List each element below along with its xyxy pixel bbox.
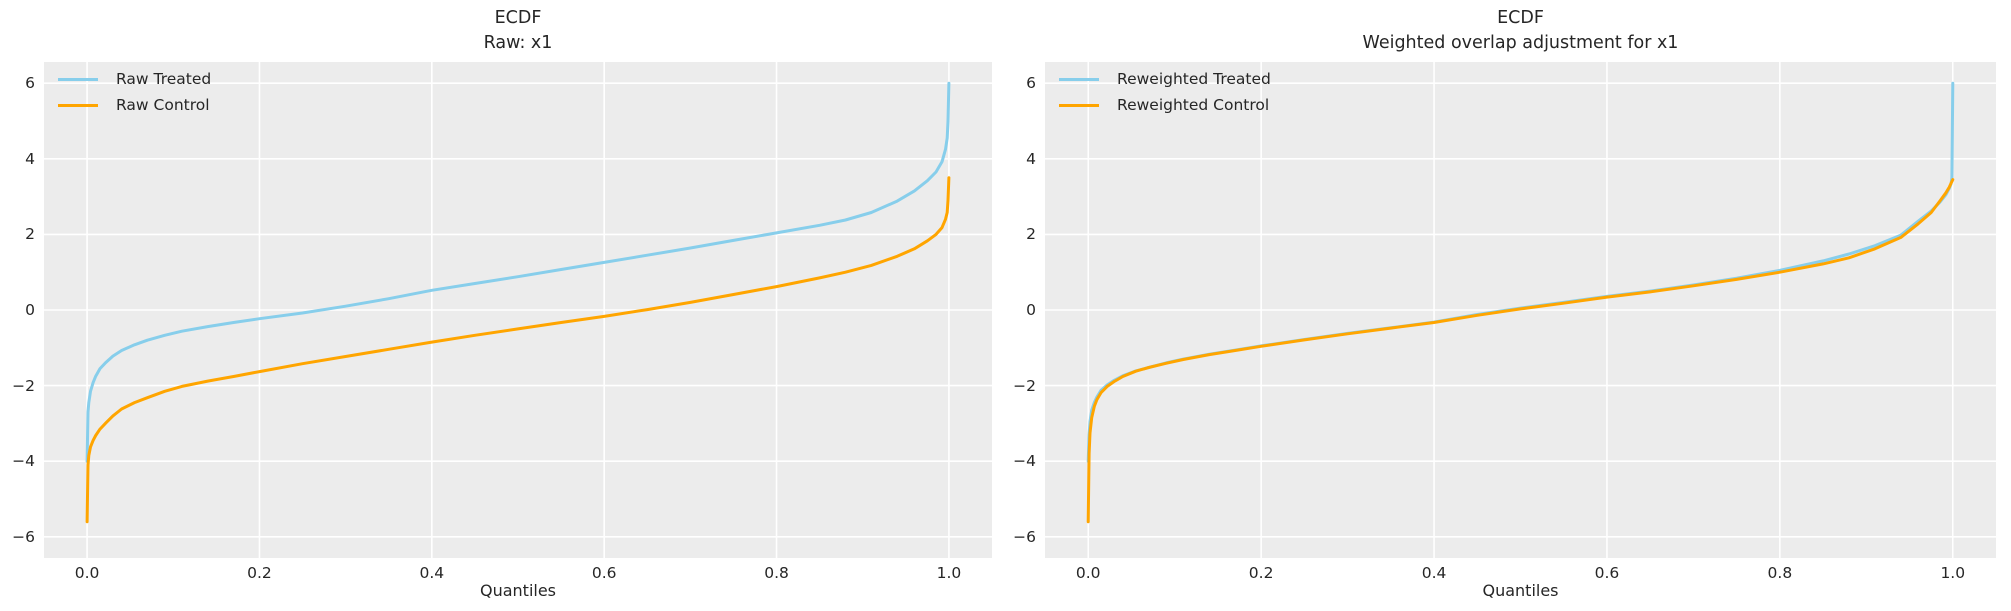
y-tick-label: 2 [25,225,35,244]
y-tick-label: 0 [1026,301,1036,319]
plot-area [1045,62,1996,558]
legend-line-swatch [58,103,98,107]
chart-title: ECDF Weighted overlap adjustment for x1 [1045,6,1996,56]
legend-line-swatch [1059,103,1099,107]
legend: Reweighted Treated Reweighted Control [1059,68,1271,116]
x-tick-label: 0.6 [1594,564,1620,582]
y-tick-label: −2 [1013,376,1036,395]
x-tick-label: 1.0 [936,564,962,582]
legend: Raw Treated Raw Control [58,68,211,116]
x-tick-label: 0.8 [1767,564,1793,582]
x-tick-label: 1.0 [1940,564,1966,582]
x-axis-label: Quantiles [479,581,557,600]
y-tick-label: −6 [12,527,35,546]
x-tick-label: 0.0 [1075,564,1101,582]
series-line [1086,81,1955,463]
chart-title-line2: Weighted overlap adjustment for x1 [1362,33,1679,53]
y-tick-label: 0 [25,301,35,319]
legend-line-swatch [58,77,98,81]
x-tick-label: 0.4 [1421,564,1447,582]
series-line [85,81,951,463]
legend-label: Raw Control [116,96,210,114]
legend-item: Reweighted Treated [1059,68,1271,90]
y-tick-label: −4 [1013,452,1036,471]
y-tick-label: −2 [12,376,35,395]
y-tick-label: −6 [1013,527,1036,546]
legend-item: Raw Treated [58,68,211,90]
y-tick-label: 2 [1026,225,1036,244]
series-line [85,176,951,524]
y-tick-label: 6 [25,74,35,93]
chart-title: ECDF Raw: x1 [44,6,992,56]
x-tick-label: 0.2 [1248,564,1274,582]
x-tick-label: 0.4 [419,564,445,582]
legend-label: Reweighted Control [1117,96,1270,114]
x-tick-label: 0.2 [247,564,272,582]
series-line [1086,178,1955,524]
legend-line-swatch [1059,77,1099,81]
chart-title-line1: ECDF [494,8,542,28]
x-tick-label: 0.0 [74,564,100,582]
x-axis-label: Quantiles [1482,581,1559,600]
legend-item: Raw Control [58,94,211,116]
y-tick-label: −4 [12,452,35,471]
plot-area [44,62,992,558]
y-tick-label: 6 [1026,74,1036,93]
x-tick-label: 0.8 [764,564,789,582]
y-tick-label: 4 [1026,149,1036,168]
chart-title-line2: Raw: x1 [483,33,553,53]
legend-label: Reweighted Treated [1117,70,1271,88]
x-tick-label: 0.6 [591,564,617,582]
legend-item: Reweighted Control [1059,94,1271,116]
legend-label: Raw Treated [116,70,212,88]
y-tick-label: 4 [25,149,35,168]
chart-title-line1: ECDF [1497,8,1544,28]
